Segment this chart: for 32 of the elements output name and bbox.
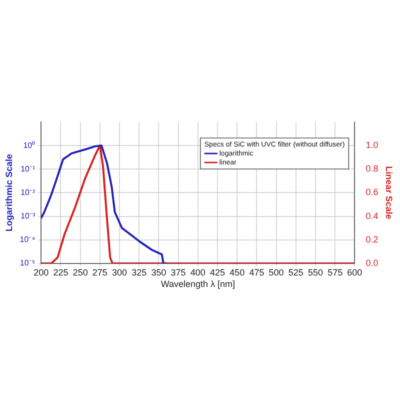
y-tick-label: 10⁻² [20, 188, 36, 197]
y2-tick-label: 0.4 [366, 210, 378, 221]
x-tick-label: 525 [288, 267, 304, 278]
x-tick-label: 300 [112, 267, 128, 278]
y2-axis-title: Linear Scale [384, 166, 394, 220]
y-tick-label: 10⁻¹ [20, 164, 36, 174]
y-tick-label: 10⁻⁵ [20, 258, 36, 268]
x-tick-label: 225 [53, 267, 68, 278]
y2-tick-label: 0.6 [366, 187, 378, 198]
x-tick-label: 500 [268, 267, 284, 278]
y-axis-title: Logarithmic Scale [4, 154, 14, 232]
x-axis-title: Wavelength λ [nm] [160, 279, 236, 290]
x-tick-label: 450 [230, 267, 245, 278]
y-tick-label: 10⁰ [23, 140, 36, 150]
x-tick-label: 200 [34, 267, 49, 278]
x-tick-label: 425 [210, 267, 226, 278]
y-tick-label: 10⁻⁴ [20, 235, 36, 244]
y2-tick-label: 0.2 [366, 234, 378, 244]
x-tick-label: 400 [190, 267, 206, 278]
x-tick-label: 550 [308, 267, 324, 278]
x-tick-label: 575 [328, 267, 343, 278]
y2-tick-label: 1.0 [366, 140, 378, 150]
x-tick-label: 375 [170, 267, 186, 278]
x-tick-label: 350 [151, 267, 166, 278]
x-tick-label: 325 [132, 267, 147, 278]
y-tick-label: 10⁻³ [20, 211, 36, 220]
x-tick-label: 250 [72, 267, 88, 278]
x-tick-label: 600 [347, 267, 362, 278]
x-tick-label: 475 [249, 267, 264, 278]
y2-tick-label: 0.0 [366, 258, 378, 268]
x-tick-label: 275 [92, 267, 108, 278]
y2-tick-label: 0.8 [366, 164, 378, 174]
